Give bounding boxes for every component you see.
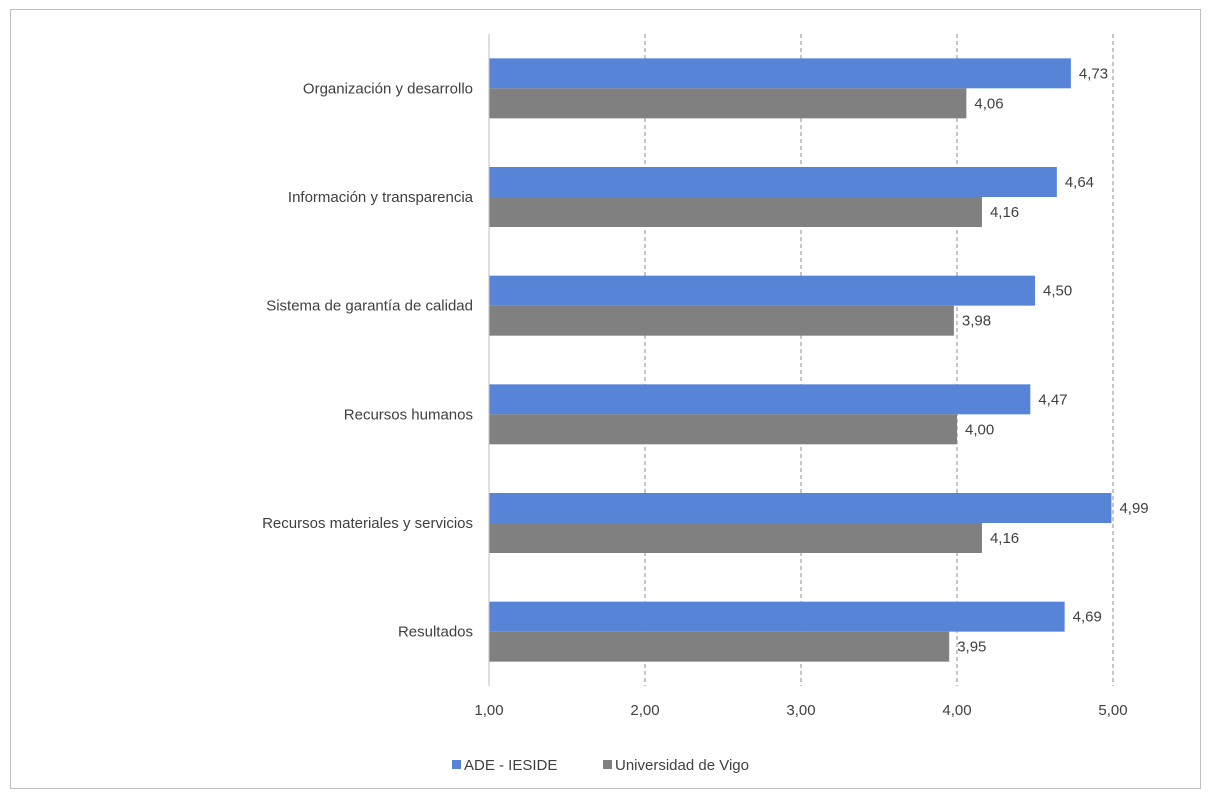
legend: ADE - IESIDE Universidad de Vigo	[452, 757, 749, 774]
legend-item-ade-ieside: ADE - IESIDE	[464, 757, 557, 774]
data-label-ade-ieside: 4,73	[1079, 65, 1108, 82]
legend-swatch	[452, 760, 461, 769]
bar-universidad-de-vigo	[489, 88, 967, 119]
category-label: Organización y desarrollo	[303, 80, 473, 97]
bar-ade-ieside	[489, 384, 1031, 415]
x-tick-label: 2,00	[630, 702, 659, 719]
bar-ade-ieside	[489, 275, 1035, 306]
data-label-universidad-de-vigo: 4,00	[965, 421, 994, 438]
data-label-ade-ieside: 4,99	[1119, 500, 1148, 517]
x-tick-label: 5,00	[1098, 702, 1127, 719]
category-label: Sistema de garantía de calidad	[266, 298, 473, 315]
bar-universidad-de-vigo	[489, 631, 950, 662]
x-tick-label: 4,00	[942, 702, 971, 719]
bars	[489, 58, 1112, 662]
legend-swatch	[603, 760, 612, 769]
x-tick-label: 1,00	[474, 702, 503, 719]
data-label-universidad-de-vigo: 4,16	[990, 530, 1019, 547]
data-label-ade-ieside: 4,50	[1043, 283, 1072, 300]
bar-universidad-de-vigo	[489, 305, 954, 336]
data-label-universidad-de-vigo: 3,95	[957, 639, 986, 656]
bar-ade-ieside	[489, 601, 1065, 632]
data-label-ade-ieside: 4,64	[1065, 174, 1094, 191]
labels: 4,73 4,06 Organización y desarrollo 4,64 4,1…	[262, 65, 1149, 655]
x-tick-label: 3,00	[786, 702, 815, 719]
data-label-ade-ieside: 4,47	[1038, 391, 1067, 408]
category-label: Información y transparencia	[288, 189, 474, 206]
bar-universidad-de-vigo	[489, 523, 982, 553]
category-label: Resultados	[398, 624, 473, 641]
category-label: Recursos materiales y servicios	[262, 515, 473, 532]
data-label-universidad-de-vigo: 4,06	[974, 95, 1003, 112]
category-label: Recursos humanos	[344, 406, 473, 423]
axes: 1,00 2,00 3,00 4,00 5,00	[474, 34, 1128, 719]
bar-ade-ieside	[489, 167, 1057, 197]
legend-item-universidad-de-vigo: Universidad de Vigo	[615, 757, 749, 774]
bar-universidad-de-vigo	[489, 414, 957, 445]
data-label-universidad-de-vigo: 4,16	[990, 204, 1019, 221]
bar-universidad-de-vigo	[489, 197, 982, 227]
data-label-ade-ieside: 4,69	[1073, 609, 1102, 626]
data-label-universidad-de-vigo: 3,98	[962, 313, 991, 330]
gridlines	[644, 34, 1114, 686]
bar-ade-ieside	[489, 58, 1071, 89]
bar-ade-ieside	[489, 493, 1112, 523]
